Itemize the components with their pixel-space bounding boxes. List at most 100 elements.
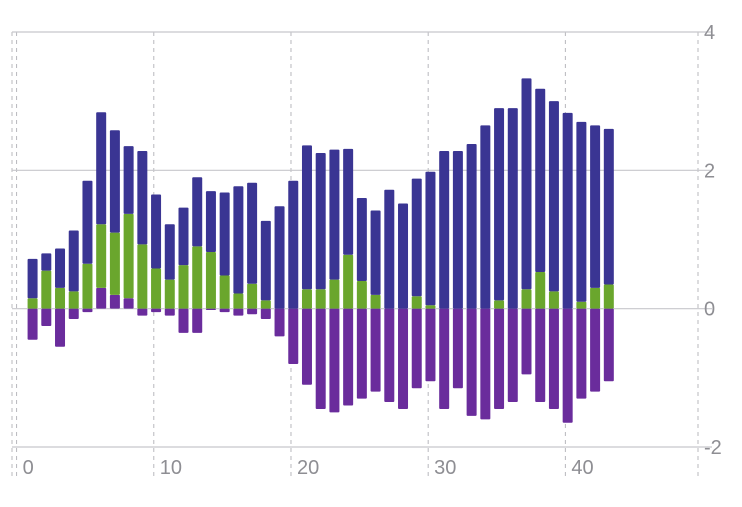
bar-segment	[603, 128, 614, 285]
bar-segment	[439, 150, 450, 309]
bar-segment	[329, 279, 340, 309]
bar-segment	[41, 308, 52, 326]
bar-segment	[219, 192, 230, 276]
bar-segment	[535, 308, 546, 403]
bar-segment	[315, 289, 326, 309]
bar-segment	[68, 230, 79, 292]
bar-segment	[137, 150, 148, 245]
bar-segment	[192, 246, 203, 309]
bar-segment	[562, 112, 573, 309]
bar-segment	[603, 284, 614, 309]
bar-segment	[27, 298, 38, 309]
bar-segment	[384, 308, 395, 403]
bar-segment	[535, 88, 546, 273]
bar-segment	[576, 308, 587, 399]
bar-segment	[425, 305, 436, 309]
bar-segment	[370, 210, 381, 295]
bar-segment	[109, 294, 120, 309]
x-tick-label: 20	[297, 457, 319, 479]
bar-segment	[151, 308, 162, 313]
bar-segment	[41, 253, 52, 271]
bar-segment	[151, 268, 162, 309]
bar-segment	[603, 308, 614, 382]
bar-segment	[164, 279, 175, 309]
bar-segment	[398, 308, 409, 409]
bar-segment	[521, 289, 532, 309]
bar-segment	[274, 308, 285, 337]
bar-segment	[590, 308, 601, 392]
bar-segment	[343, 148, 354, 255]
bar-segment	[576, 121, 587, 302]
bar-segment	[576, 301, 587, 309]
bar-segment	[411, 178, 422, 297]
bar-segment	[27, 258, 38, 299]
y-tick-label: 2	[704, 160, 715, 182]
bar-segment	[370, 294, 381, 309]
bar-segment	[343, 254, 354, 309]
bar-segment	[356, 281, 367, 309]
bar-segment	[55, 248, 66, 288]
bar-segment	[82, 263, 93, 309]
x-tick-label: 10	[160, 457, 182, 479]
bar-segment	[507, 308, 518, 403]
bar-segment	[301, 289, 312, 309]
bar-segment	[233, 186, 244, 294]
bar-segment	[247, 283, 258, 309]
bar-segment	[398, 203, 409, 309]
bar-segment	[315, 308, 326, 409]
bar-segment	[219, 275, 230, 309]
bar-segment	[123, 213, 134, 299]
bar-segment	[466, 144, 477, 309]
bar-segment	[205, 191, 216, 252]
bar-segment	[82, 180, 93, 264]
bar-segment	[521, 78, 532, 290]
bar-segment	[55, 287, 66, 309]
bar-segment	[178, 265, 189, 309]
bar-segment	[425, 171, 436, 306]
x-tick-label: 40	[571, 457, 593, 479]
bar-segment	[96, 224, 107, 288]
bar-segment	[548, 308, 559, 409]
bar-segment	[27, 308, 38, 340]
y-tick-label: 4	[704, 22, 715, 44]
bar-segment	[164, 224, 175, 280]
axes: 420-20 10 20 30 40	[23, 22, 722, 479]
bar-segment	[562, 308, 573, 423]
bar-segment	[219, 308, 230, 313]
bar-segment	[288, 180, 299, 309]
bar-segment	[411, 308, 422, 389]
bar-segment	[178, 207, 189, 266]
bar-segment	[384, 189, 395, 309]
bar-segment	[109, 232, 120, 295]
bar-segment	[494, 108, 505, 301]
bar-segment	[466, 308, 477, 416]
bar-segment	[109, 130, 120, 233]
bar-segment	[96, 112, 107, 225]
bar-segment	[425, 308, 436, 382]
bar-segment	[494, 308, 505, 409]
bar-segment	[260, 220, 271, 301]
bar-segment	[507, 108, 518, 309]
bar-segment	[137, 244, 148, 309]
bar-segment	[41, 270, 52, 309]
x-tick-label: 0	[23, 457, 34, 479]
bar-segment	[370, 308, 381, 392]
bar-segment	[274, 206, 285, 309]
bar-segment	[452, 150, 463, 309]
bar-segment	[548, 291, 559, 309]
bar-segment	[247, 182, 258, 284]
bar-segment	[233, 308, 244, 316]
bar-segment	[301, 145, 312, 290]
bar-segment	[288, 308, 299, 364]
bar-segment	[494, 300, 505, 309]
bar-segment	[301, 308, 312, 385]
bar-segment	[329, 149, 340, 280]
bar-segment	[137, 308, 148, 316]
bar-segment	[480, 308, 491, 420]
bar-segment	[356, 308, 367, 399]
bar-segment	[164, 308, 175, 316]
bar-segment	[535, 272, 546, 309]
bar-segment	[247, 308, 258, 315]
